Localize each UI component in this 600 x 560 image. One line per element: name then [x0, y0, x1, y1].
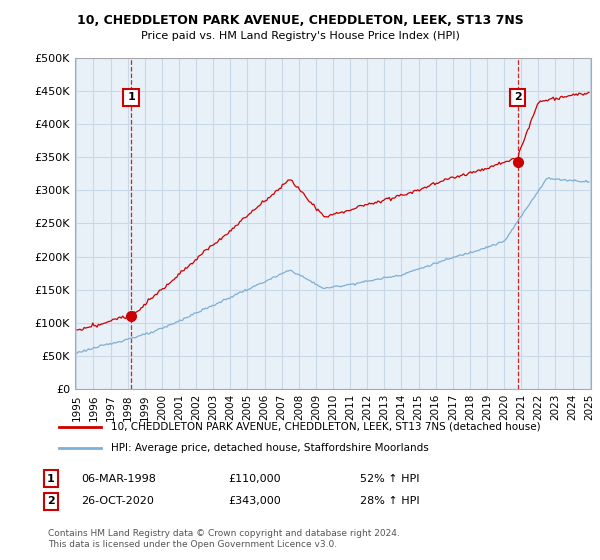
Text: 2: 2	[47, 496, 55, 506]
Text: 10, CHEDDLETON PARK AVENUE, CHEDDLETON, LEEK, ST13 7NS (detached house): 10, CHEDDLETON PARK AVENUE, CHEDDLETON, …	[112, 422, 541, 432]
Text: 06-MAR-1998: 06-MAR-1998	[81, 474, 156, 484]
Text: 26-OCT-2020: 26-OCT-2020	[81, 496, 154, 506]
Text: 10, CHEDDLETON PARK AVENUE, CHEDDLETON, LEEK, ST13 7NS: 10, CHEDDLETON PARK AVENUE, CHEDDLETON, …	[77, 14, 523, 27]
Text: Contains HM Land Registry data © Crown copyright and database right 2024.
This d: Contains HM Land Registry data © Crown c…	[48, 529, 400, 549]
Text: Price paid vs. HM Land Registry's House Price Index (HPI): Price paid vs. HM Land Registry's House …	[140, 31, 460, 41]
Text: 28% ↑ HPI: 28% ↑ HPI	[360, 496, 419, 506]
Text: 1: 1	[47, 474, 55, 484]
Text: 2: 2	[514, 92, 521, 102]
Text: £343,000: £343,000	[228, 496, 281, 506]
Text: £110,000: £110,000	[228, 474, 281, 484]
Text: 1: 1	[127, 92, 135, 102]
Text: HPI: Average price, detached house, Staffordshire Moorlands: HPI: Average price, detached house, Staf…	[112, 443, 429, 453]
Text: 52% ↑ HPI: 52% ↑ HPI	[360, 474, 419, 484]
